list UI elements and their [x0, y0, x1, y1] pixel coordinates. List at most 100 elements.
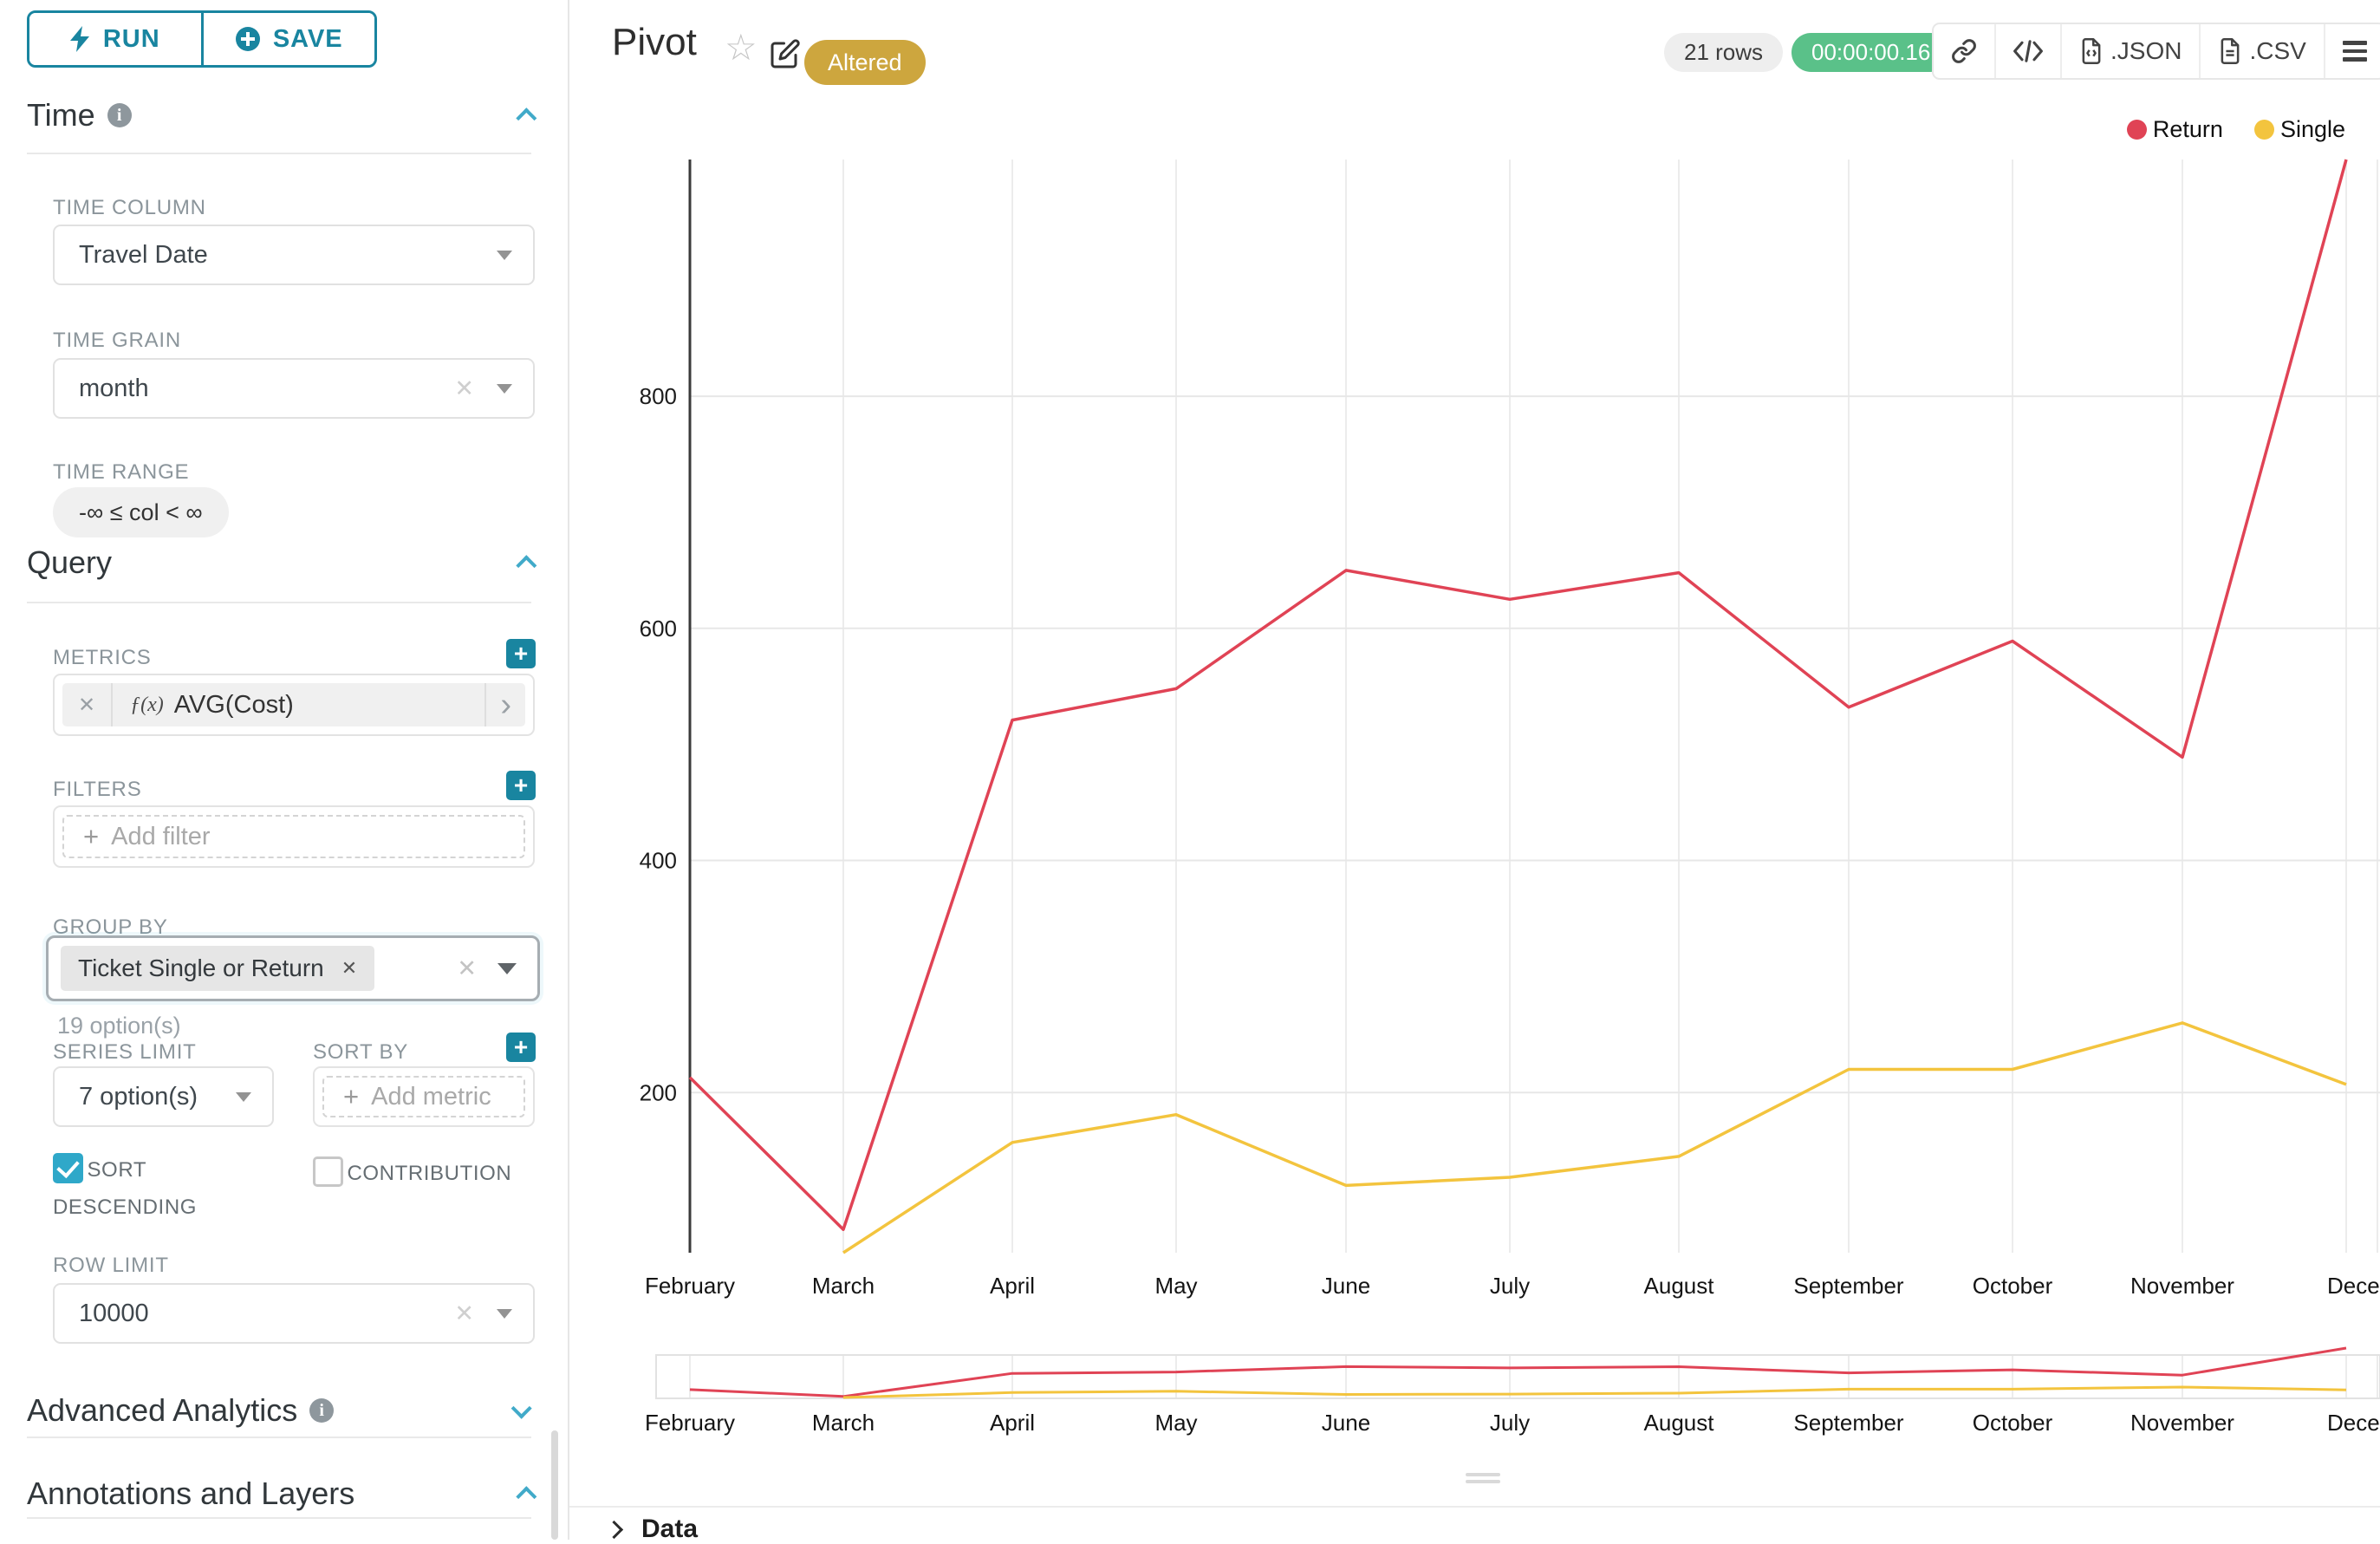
contribution-control[interactable]: CONTRIBUTION: [313, 1156, 538, 1194]
save-button-label: SAVE: [272, 24, 343, 53]
metric-pill[interactable]: ✕ ƒ(x) AVG(Cost) ›: [62, 683, 525, 726]
legend-dot-return: [2126, 120, 2147, 140]
csv-file-icon: [2221, 38, 2240, 64]
time-section-title: Time: [27, 97, 95, 133]
json-file-icon: [2082, 38, 2101, 64]
row-limit-value: 10000: [79, 1299, 149, 1327]
legend-item-return[interactable]: Return: [2126, 116, 2223, 143]
annotations-header[interactable]: Annotations and Layers: [27, 1476, 537, 1512]
clear-icon[interactable]: ✕: [454, 375, 474, 401]
share-link-button[interactable]: [1934, 24, 1994, 78]
altered-badge[interactable]: Altered: [804, 40, 926, 85]
add-metric-button[interactable]: +: [506, 639, 536, 668]
svg-text:April: April: [990, 1273, 1035, 1299]
svg-text:March: March: [812, 1273, 875, 1299]
time-column-value: Travel Date: [79, 240, 208, 269]
contribution-checkbox[interactable]: [313, 1156, 343, 1187]
time-grain-label: TIME GRAIN: [53, 329, 182, 352]
group-by-tag-label: Ticket Single or Return: [78, 954, 324, 981]
legend-item-single[interactable]: Single: [2253, 116, 2345, 143]
hamburger-icon: [2342, 36, 2367, 66]
contribution-label: CONTRIBUTION: [347, 1162, 512, 1185]
chevron-up-icon[interactable]: [516, 1485, 537, 1507]
svg-text:December: December: [2327, 1273, 2380, 1299]
series-limit-select[interactable]: 7 option(s): [53, 1066, 274, 1127]
query-section-header[interactable]: Query: [27, 544, 537, 581]
favorite-star-icon[interactable]: ☆: [725, 27, 758, 68]
advanced-analytics-title: Advanced Analytics: [27, 1392, 298, 1428]
caret-down-icon: [497, 1308, 512, 1319]
run-button[interactable]: RUN: [29, 13, 201, 65]
chart-legend: Return Single: [2126, 116, 2345, 143]
data-section-toggle[interactable]: Data: [604, 1515, 699, 1544]
link-icon: [1952, 39, 1976, 63]
add-filter-label: Add filter: [111, 822, 211, 850]
group-by-select[interactable]: Ticket Single or Return ✕ ✕: [46, 935, 540, 1001]
chevron-up-icon[interactable]: [516, 107, 537, 128]
plus-circle-icon: [235, 27, 260, 51]
svg-text:June: June: [1322, 1410, 1370, 1436]
time-range-value: -∞ ≤ col < ∞: [79, 498, 203, 525]
line-chart[interactable]: 200 400 600 800 February February March March Ap…: [569, 0, 2380, 1540]
time-range-pill[interactable]: -∞ ≤ col < ∞: [53, 487, 229, 537]
chevron-down-icon[interactable]: [510, 1397, 532, 1419]
group-by-tag[interactable]: Ticket Single or Return ✕: [61, 946, 375, 991]
caret-down-icon: [497, 962, 517, 974]
caret-down-icon: [497, 383, 512, 394]
edit-properties-icon[interactable]: [770, 38, 801, 74]
export-json-button[interactable]: .JSON: [2060, 24, 2199, 78]
divider: [27, 153, 531, 154]
svg-text:October: October: [1973, 1273, 2053, 1299]
svg-text:March: March: [812, 1410, 875, 1436]
sort-descending-checkbox[interactable]: [53, 1153, 83, 1183]
chevron-up-icon[interactable]: [516, 554, 537, 576]
svg-text:September: September: [1793, 1273, 1904, 1299]
expand-metric-icon[interactable]: ›: [484, 683, 525, 726]
svg-text:May: May: [1154, 1273, 1197, 1299]
time-column-select[interactable]: Travel Date: [53, 225, 535, 285]
row-limit-select[interactable]: 10000 ✕: [53, 1283, 535, 1344]
advanced-analytics-header[interactable]: Advanced Analytics i: [27, 1392, 532, 1429]
time-grain-value: month: [79, 374, 149, 402]
svg-text:April: April: [990, 1410, 1035, 1436]
add-sort-metric-button[interactable]: +: [506, 1033, 536, 1062]
svg-text:August: August: [1644, 1273, 1715, 1299]
query-timer-badge: 00:00:00.16: [1792, 33, 1951, 72]
svg-text:October: October: [1973, 1410, 2053, 1436]
remove-metric-icon[interactable]: ✕: [62, 683, 114, 726]
info-icon: i: [309, 1398, 335, 1423]
export-csv-button[interactable]: .CSV: [2199, 24, 2323, 78]
data-section-divider: [569, 1506, 2380, 1508]
lightning-icon: [69, 26, 89, 52]
legend-label-return: Return: [2152, 116, 2223, 142]
chevron-right-icon: [604, 1520, 624, 1539]
sort-descending-label: SORT DESCENDING: [53, 1158, 198, 1219]
data-section-label: Data: [641, 1515, 699, 1543]
add-filter-button[interactable]: +: [506, 771, 536, 800]
svg-text:November: November: [2130, 1410, 2234, 1436]
save-button[interactable]: SAVE: [200, 13, 374, 65]
svg-text:November: November: [2130, 1273, 2234, 1299]
remove-tag-icon[interactable]: ✕: [341, 957, 358, 979]
divider: [27, 1437, 531, 1438]
chart-menu-button[interactable]: [2323, 24, 2380, 78]
caret-down-icon: [236, 1091, 251, 1102]
legend-label-single: Single: [2279, 116, 2345, 142]
plus-icon: +: [343, 1081, 360, 1111]
svg-text:February: February: [645, 1273, 735, 1299]
view-query-button[interactable]: [1994, 24, 2060, 78]
sidebar-scrollbar[interactable]: [551, 1430, 558, 1540]
add-filter-dropzone[interactable]: + Add filter: [62, 815, 525, 858]
time-grain-select[interactable]: month ✕: [53, 358, 535, 419]
clear-icon[interactable]: ✕: [457, 954, 477, 981]
svg-text:400: 400: [640, 848, 677, 874]
svg-text:July: July: [1490, 1273, 1530, 1299]
run-save-button-group: RUN SAVE: [27, 10, 377, 68]
export-csv-label: .CSV: [2249, 37, 2306, 64]
add-sort-metric-dropzone[interactable]: + Add metric: [322, 1076, 525, 1117]
control-panel: RUN SAVE Time i TIME COLUMN Travel Date …: [0, 0, 568, 1540]
chart-title: Pivot: [612, 21, 697, 63]
clear-icon[interactable]: ✕: [454, 1300, 474, 1326]
sort-descending-control[interactable]: SORT DESCENDING: [53, 1153, 213, 1228]
time-section-header[interactable]: Time i: [27, 97, 537, 134]
